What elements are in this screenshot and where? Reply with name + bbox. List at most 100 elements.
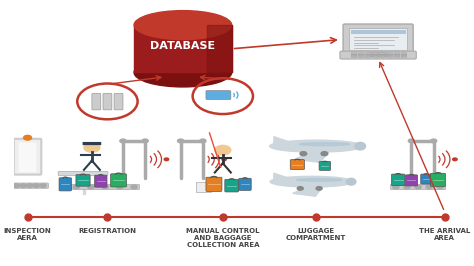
FancyBboxPatch shape <box>239 178 251 190</box>
FancyBboxPatch shape <box>290 160 304 170</box>
FancyBboxPatch shape <box>380 55 385 56</box>
Ellipse shape <box>296 178 342 181</box>
Circle shape <box>316 187 322 190</box>
Circle shape <box>117 185 123 189</box>
Circle shape <box>120 139 126 143</box>
FancyBboxPatch shape <box>319 161 331 171</box>
FancyBboxPatch shape <box>405 175 418 186</box>
FancyBboxPatch shape <box>394 55 400 56</box>
Polygon shape <box>295 147 333 163</box>
Circle shape <box>200 139 206 143</box>
FancyBboxPatch shape <box>18 143 36 172</box>
FancyBboxPatch shape <box>387 53 392 54</box>
Circle shape <box>297 187 303 190</box>
Ellipse shape <box>134 11 232 40</box>
FancyBboxPatch shape <box>421 174 431 184</box>
Circle shape <box>415 185 421 189</box>
FancyBboxPatch shape <box>110 174 127 187</box>
Text: REGISTRATION: REGISTRATION <box>78 228 137 234</box>
FancyBboxPatch shape <box>103 94 112 110</box>
FancyBboxPatch shape <box>206 177 222 192</box>
FancyBboxPatch shape <box>358 53 364 54</box>
FancyBboxPatch shape <box>340 51 416 59</box>
FancyBboxPatch shape <box>373 53 378 54</box>
Circle shape <box>393 185 399 189</box>
FancyBboxPatch shape <box>206 91 231 99</box>
Circle shape <box>222 158 227 161</box>
Text: LUGGAGE
COMPARTMENT: LUGGAGE COMPARTMENT <box>286 228 346 241</box>
Polygon shape <box>293 182 327 196</box>
Circle shape <box>73 185 80 189</box>
FancyBboxPatch shape <box>71 184 139 190</box>
FancyBboxPatch shape <box>373 55 378 56</box>
Circle shape <box>178 139 184 143</box>
Circle shape <box>131 185 137 189</box>
FancyBboxPatch shape <box>392 174 405 186</box>
Text: INSPECTION
AERA: INSPECTION AERA <box>4 228 52 241</box>
Text: DATABASE: DATABASE <box>150 41 216 51</box>
FancyBboxPatch shape <box>365 53 371 54</box>
FancyBboxPatch shape <box>92 94 101 110</box>
Polygon shape <box>274 173 287 181</box>
FancyBboxPatch shape <box>394 53 400 54</box>
Circle shape <box>20 184 26 188</box>
Text: MANUAL CONTROL
AND BAGGAGE
COLLECTION AREA: MANUAL CONTROL AND BAGGAGE COLLECTION AR… <box>186 228 260 248</box>
Circle shape <box>142 139 148 143</box>
Polygon shape <box>274 137 289 146</box>
FancyBboxPatch shape <box>95 175 107 187</box>
FancyBboxPatch shape <box>114 94 123 110</box>
Circle shape <box>88 185 94 189</box>
FancyBboxPatch shape <box>196 182 211 193</box>
Ellipse shape <box>270 176 353 187</box>
Circle shape <box>84 143 100 152</box>
FancyBboxPatch shape <box>225 179 238 192</box>
FancyBboxPatch shape <box>358 56 364 57</box>
Circle shape <box>215 146 231 155</box>
Circle shape <box>40 184 46 188</box>
FancyBboxPatch shape <box>365 55 371 56</box>
Circle shape <box>408 139 415 143</box>
Polygon shape <box>134 25 232 72</box>
Circle shape <box>24 135 32 140</box>
Circle shape <box>426 185 432 189</box>
FancyBboxPatch shape <box>14 139 41 174</box>
FancyBboxPatch shape <box>401 56 407 57</box>
FancyBboxPatch shape <box>401 55 407 56</box>
Circle shape <box>437 185 443 189</box>
FancyBboxPatch shape <box>430 173 446 186</box>
Circle shape <box>164 158 169 161</box>
FancyBboxPatch shape <box>343 24 413 54</box>
FancyBboxPatch shape <box>365 56 371 57</box>
FancyBboxPatch shape <box>387 55 392 56</box>
FancyBboxPatch shape <box>369 53 387 57</box>
Circle shape <box>430 139 437 143</box>
Circle shape <box>13 184 19 188</box>
FancyBboxPatch shape <box>351 55 357 56</box>
FancyBboxPatch shape <box>351 53 357 54</box>
FancyBboxPatch shape <box>380 53 385 54</box>
FancyBboxPatch shape <box>391 184 446 190</box>
FancyBboxPatch shape <box>401 53 407 54</box>
FancyBboxPatch shape <box>59 178 72 191</box>
FancyBboxPatch shape <box>373 56 378 57</box>
Circle shape <box>300 152 307 156</box>
Circle shape <box>102 185 109 189</box>
Ellipse shape <box>355 142 365 150</box>
FancyBboxPatch shape <box>387 56 392 57</box>
Bar <box>83 175 85 194</box>
FancyBboxPatch shape <box>380 56 385 57</box>
Ellipse shape <box>270 140 363 152</box>
FancyBboxPatch shape <box>82 142 101 145</box>
Polygon shape <box>207 25 232 72</box>
FancyBboxPatch shape <box>351 30 406 34</box>
Ellipse shape <box>134 58 232 87</box>
Circle shape <box>321 152 328 156</box>
FancyBboxPatch shape <box>351 56 357 57</box>
FancyBboxPatch shape <box>76 174 90 186</box>
Circle shape <box>27 184 33 188</box>
FancyBboxPatch shape <box>358 55 364 56</box>
Circle shape <box>453 158 457 161</box>
Ellipse shape <box>299 143 350 146</box>
Circle shape <box>404 185 410 189</box>
FancyBboxPatch shape <box>58 171 108 175</box>
